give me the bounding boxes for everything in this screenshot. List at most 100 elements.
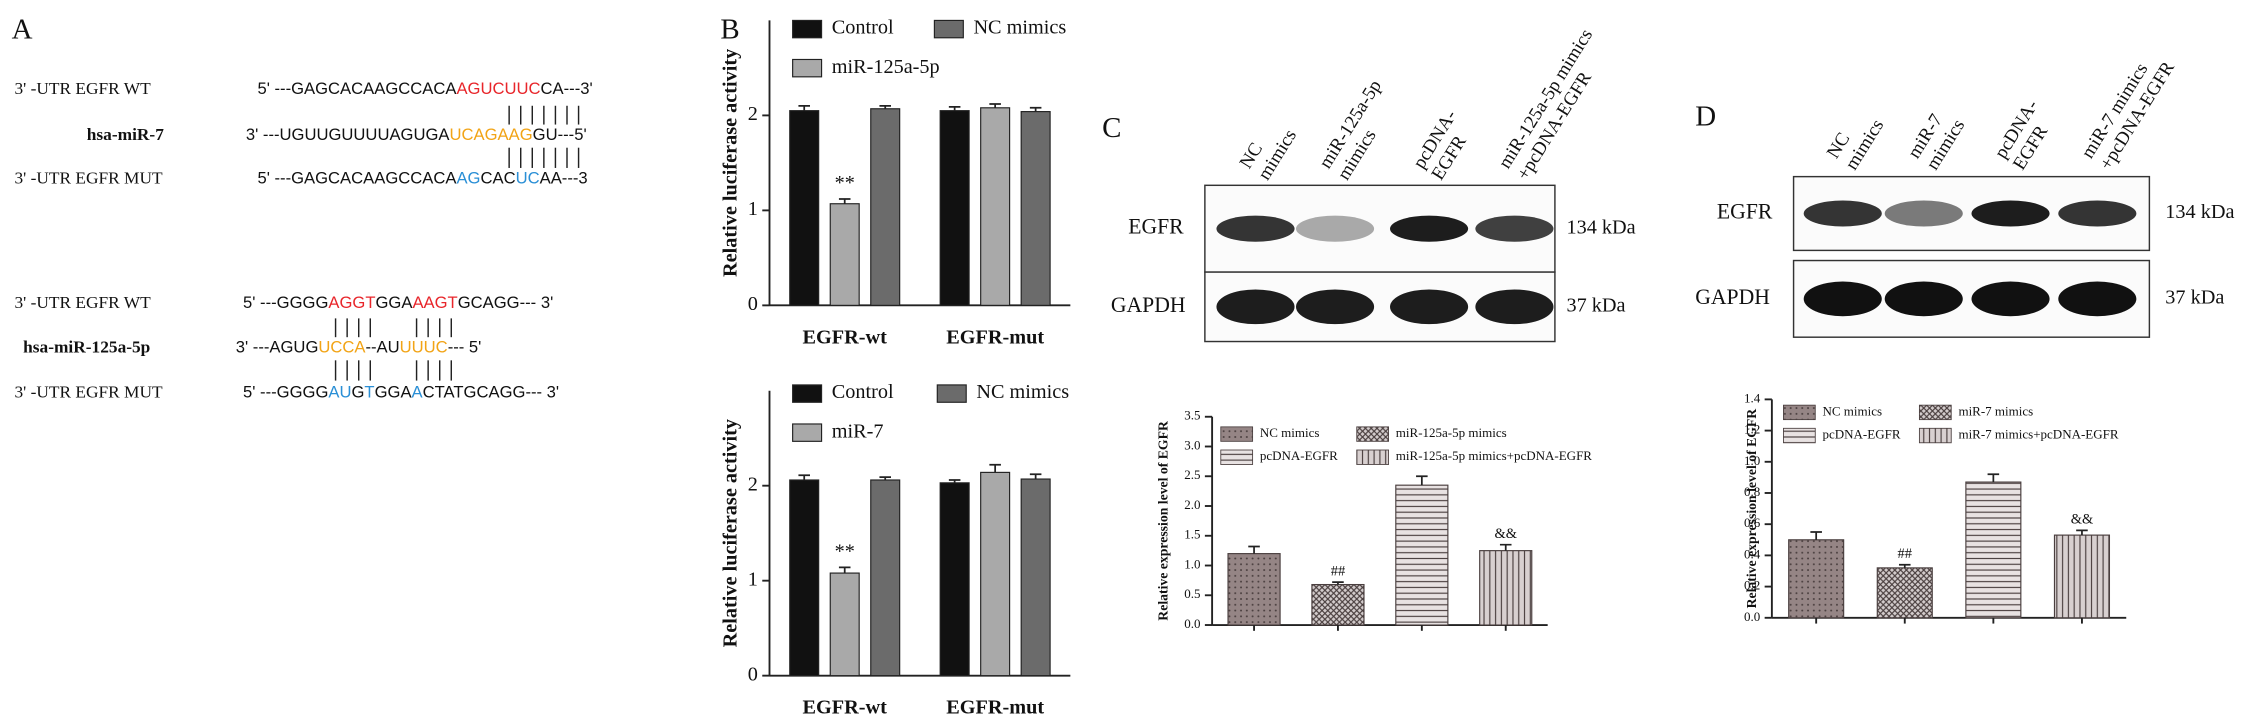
blot-band — [1971, 281, 2050, 317]
error-bar — [1499, 543, 1512, 551]
error-bar — [948, 479, 961, 483]
error-bar — [1029, 473, 1042, 480]
bar — [1227, 553, 1281, 626]
y-tick-label: 0.4 — [1744, 546, 1761, 561]
blot-band — [1475, 215, 1554, 242]
annotation: ## — [1331, 563, 1345, 579]
blot-band — [1971, 200, 2050, 227]
annotation: ** — [835, 172, 855, 194]
bar — [980, 471, 1011, 677]
legend-label: miR-125a-5p — [832, 56, 940, 78]
legend-swatch — [1220, 426, 1254, 442]
error-bar — [879, 476, 891, 480]
bar — [870, 479, 901, 677]
sequence-label: hsa-miR-7 — [87, 125, 164, 144]
sequence-segment: AGUCUUC — [456, 79, 540, 98]
bar — [1479, 550, 1533, 626]
legend-label: miR-7 mimics — [1958, 403, 2033, 418]
sequence: 5' ---GGGGAUGTGGAACTATGCAGG--- 3' — [243, 383, 559, 402]
legend-swatch — [1220, 449, 1254, 465]
annotation: ** — [835, 541, 855, 563]
pairing-lines — [334, 105, 580, 381]
sequence-segment: AAGT — [412, 293, 457, 312]
sequence: 5' ---GAGCACAAGCCACAAGUCUUCCA---3' — [257, 79, 592, 98]
y-tick-label: 1 — [748, 198, 758, 220]
error-bar — [1248, 545, 1260, 554]
legend-swatch — [1783, 404, 1816, 421]
error-bar — [1332, 581, 1344, 585]
annotation: ## — [1898, 546, 1912, 562]
sequence-segment: 5' ---GAGCACAAGCCACA — [257, 79, 457, 98]
sequence-segment: G — [351, 383, 364, 402]
lane-label: miR-125a-5p mimics+pcDNA-EGFR — [1495, 25, 1616, 184]
y-tick-label: 0.6 — [1744, 515, 1761, 530]
bar — [789, 479, 820, 677]
blot-band — [2058, 200, 2137, 227]
sequence-segment: 5' ---GAGCACAAGCCACA — [257, 169, 457, 188]
sequence-segment: AA---3 — [540, 169, 588, 188]
y-axis-label: Relative luciferase activity — [720, 49, 742, 277]
sequence-segment: UCCA — [318, 338, 366, 357]
blot-size-label: 37 kDa — [1566, 294, 1625, 316]
blot-row-label: GAPDH — [1111, 293, 1186, 317]
blot-band — [1803, 200, 1882, 227]
bar — [1311, 583, 1365, 626]
sequence-label: 3' -UTR EGFR WT — [14, 79, 151, 98]
sequence: 3' ---UGUUGUUUUAGUGAUCAGAAGGU---5' — [246, 126, 587, 145]
error-bar — [2076, 529, 2088, 536]
sequence-label: 3' -UTR EGFR WT — [14, 293, 151, 312]
y-tick-label: 1.0 — [1744, 453, 1760, 468]
bar — [1020, 111, 1051, 306]
sequence: 5' ---GAGCACAAGCCACAAGCACUCAA---3 — [257, 169, 587, 188]
y-tick-label: 3.5 — [1184, 408, 1200, 423]
sequence-label: 3' -UTR EGFR MUT — [14, 383, 163, 402]
blot-row-label: GAPDH — [1695, 285, 1770, 309]
x-tick-label: EGFR-wt — [803, 326, 888, 348]
legend-swatch — [792, 384, 823, 403]
blot-band — [1216, 289, 1295, 325]
bar — [2053, 534, 2111, 619]
x-tick-label: EGFR-mut — [946, 697, 1044, 719]
y-tick-label: 2 — [748, 473, 758, 495]
legend-label: Control — [832, 17, 894, 39]
legend-swatch — [936, 384, 967, 403]
y-axis-label: Relative luciferase activity — [720, 419, 742, 647]
legend-label: NC mimics — [976, 381, 1069, 403]
y-axis-label: Relative expression level of EGFR — [1744, 408, 1759, 609]
y-tick-label: 3.0 — [1184, 437, 1200, 452]
legend-swatch — [1783, 427, 1816, 444]
error-bar — [948, 105, 961, 111]
sequence-segment: --AU — [365, 338, 399, 357]
legend-label: NC mimics — [1260, 425, 1320, 440]
lane-label: miR-7 mimics+pcDNA-EGFR — [2078, 46, 2180, 174]
error-bar — [1810, 531, 1822, 540]
sequence-segment: T — [364, 383, 374, 402]
lane-label: NCmimics — [1236, 114, 1302, 184]
error-bar — [1898, 563, 1911, 568]
sequence: 3' ---AGUGUCCA--AUUUUC--- 5' — [236, 338, 482, 357]
blot-band — [1475, 289, 1554, 325]
panel-label: A — [12, 14, 33, 46]
lane-label: pcDNA-EGFR — [1409, 107, 1480, 185]
bar — [829, 572, 860, 677]
lane-label: miR-7mimics — [1904, 104, 1970, 174]
sequence-segment: 3' ---UGUUGUUUUAGUGA — [246, 126, 451, 145]
sequence-segment: --- 5' — [448, 338, 482, 357]
y-tick-label: 0.8 — [1744, 484, 1760, 499]
bar — [1876, 567, 1933, 619]
error-bar — [1416, 475, 1428, 486]
blot-band — [1216, 215, 1295, 242]
legend-swatch — [792, 58, 823, 78]
blot-band — [1390, 289, 1469, 325]
error-bar — [989, 103, 1001, 108]
y-tick-label: 2 — [748, 103, 758, 125]
error-bar — [1987, 473, 2000, 483]
bar — [1020, 478, 1051, 677]
error-bar — [838, 198, 851, 204]
y-tick-label: 2.0 — [1184, 497, 1200, 512]
sequence-segment: CA---3' — [541, 79, 593, 98]
annotation: && — [2071, 512, 2093, 528]
blot-size-label: 134 kDa — [1566, 216, 1635, 238]
sequence: 5' ---GGGGAGGTGGAAAGTGCAGG--- 3' — [243, 293, 553, 312]
error-bar — [1029, 106, 1042, 112]
